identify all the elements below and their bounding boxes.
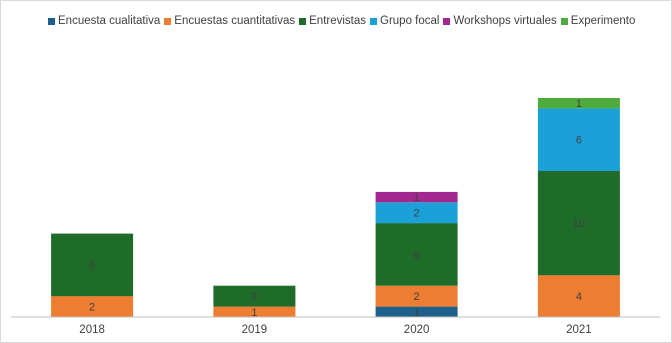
x-tick-label-2021: 2021 [566, 324, 592, 336]
legend-label: Encuesta cualitativa [58, 15, 161, 27]
data-label: 6 [414, 249, 420, 261]
data-label: 2 [414, 208, 420, 220]
x-tick-label-2019: 2019 [242, 324, 268, 336]
bar-entrevistas-2021 [537, 171, 620, 276]
bar-grupo-focal-2020 [375, 202, 458, 224]
bar-experimento-2021 [537, 98, 620, 109]
legend-item-experimento: Experimento [560, 15, 636, 27]
legend-label: Entrevistas [309, 15, 367, 27]
legend-label: Grupo focal [380, 15, 440, 27]
legend-item-encuestas-cuantitativas: Encuestas cuantitativas [164, 15, 295, 27]
bar-encuestas-cuantitativas-2021 [537, 275, 620, 317]
data-label: 1 [251, 307, 257, 319]
legend-item-entrevistas: Entrevistas [299, 15, 366, 27]
legend-swatch [560, 17, 568, 25]
bar-encuestas-cuantitativas-2018 [51, 296, 134, 317]
x-tick-label-2020: 2020 [404, 324, 430, 336]
legend-label: Encuestas cuantitativas [174, 15, 296, 27]
bar-entrevistas-2018 [51, 233, 134, 297]
data-label: 1 [576, 98, 582, 110]
data-label: 2 [251, 291, 257, 303]
data-label: 2 [89, 302, 95, 314]
bar-entrevistas-2019 [213, 285, 296, 307]
data-label: 6 [89, 260, 95, 272]
data-label: 2 [414, 291, 420, 303]
legend-swatch [48, 17, 55, 25]
bar-workshops-virtuales-2020 [375, 191, 458, 203]
legend-swatch [164, 17, 172, 25]
bar-entrevistas-2020 [375, 223, 458, 286]
bar-grupo-focal-2021 [537, 108, 620, 171]
legend-swatch [443, 17, 451, 25]
legend-item-workshops-virtuales: Workshops virtuales [443, 15, 557, 27]
data-label: 1 [414, 192, 420, 204]
bar-encuestas-cuantitativas-2019 [213, 306, 296, 317]
data-label: 4 [576, 291, 582, 303]
legend-item-encuesta-cualitativa: Encuesta cualitativa [48, 15, 160, 27]
bar-encuestas-cuantitativas-2020 [375, 285, 458, 307]
data-label: 10 [573, 218, 585, 230]
data-label: 6 [576, 135, 582, 147]
x-tick-label-2018: 2018 [79, 324, 105, 336]
data-label: 1 [414, 307, 420, 319]
legend-swatch [370, 17, 378, 25]
legend: Encuesta cualitativa Encuestas cuantitati… [48, 15, 639, 27]
legend-item-grupo-focal: Grupo focal [370, 15, 439, 27]
legend-label: Experimento [570, 15, 636, 27]
bar-encuesta-cualitativa-2020 [375, 306, 458, 317]
legend-label: Workshops virtuales [453, 15, 557, 27]
legend-swatch [299, 17, 307, 25]
